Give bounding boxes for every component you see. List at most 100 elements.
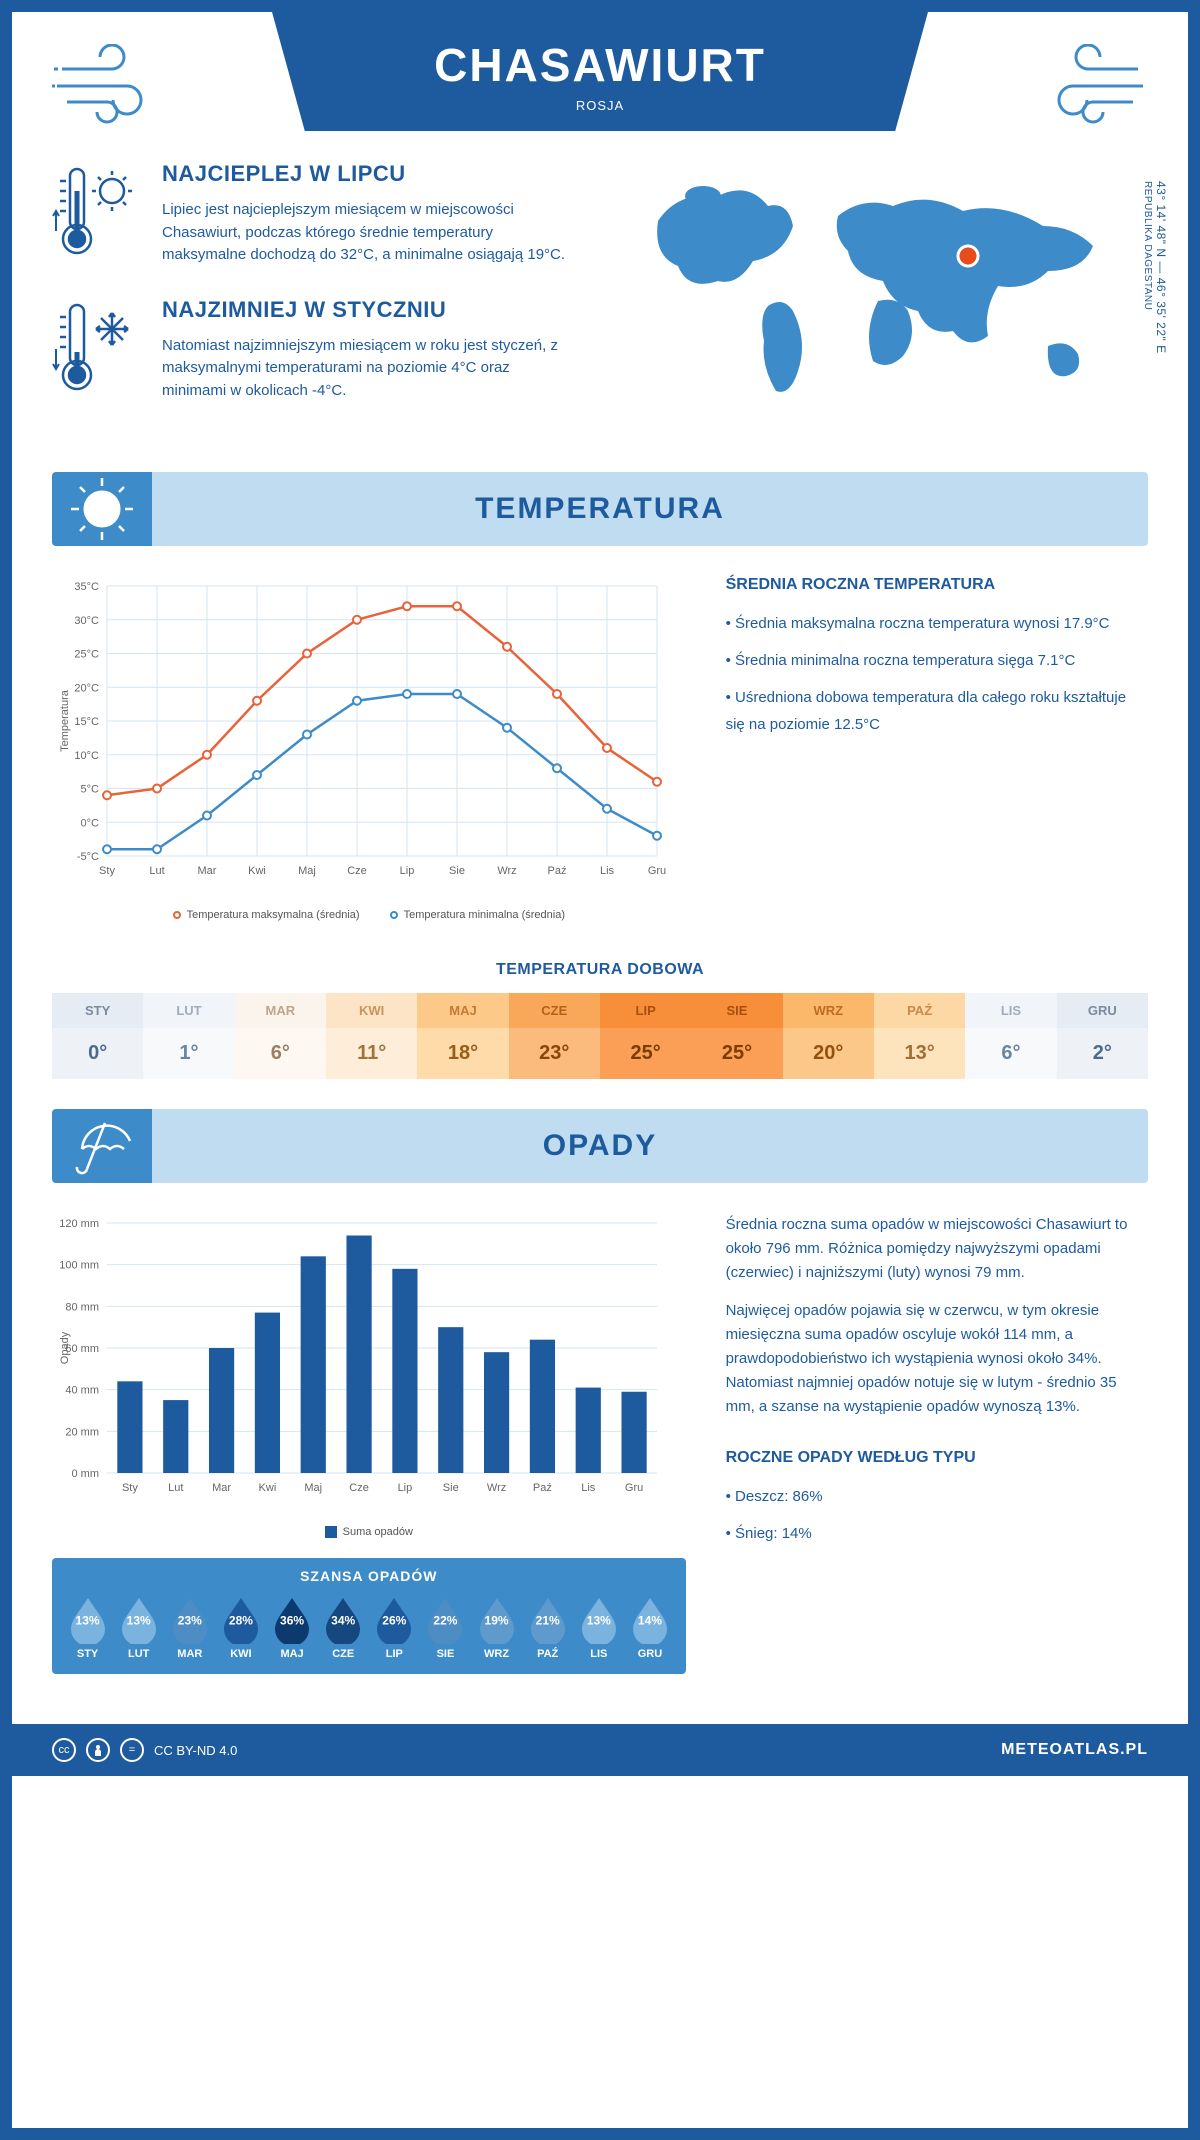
precip-type-item: • Śnieg: 14% xyxy=(726,1520,1148,1547)
coords-text: 43° 14' 48" N — 46° 35' 22" E REPUBLIKA … xyxy=(1140,181,1168,354)
svg-text:30°C: 30°C xyxy=(74,615,99,627)
chance-drop: 36% MAJ xyxy=(271,1594,313,1660)
chance-drop: 19% WRZ xyxy=(476,1594,518,1660)
svg-text:Maj: Maj xyxy=(298,865,316,877)
svg-text:5°C: 5°C xyxy=(81,784,100,796)
precip-chance-panel: SZANSA OPADÓW 13% STY 13% LUT 23% xyxy=(52,1558,686,1674)
umbrella-icon xyxy=(52,1109,152,1183)
world-map: 43° 14' 48" N — 46° 35' 22" E REPUBLIKA … xyxy=(628,161,1148,432)
svg-text:Mar: Mar xyxy=(212,1482,231,1494)
temp-stats-list: • Średnia maksymalna roczna temperatura … xyxy=(726,610,1148,738)
hot-month-block: NAJCIEPLEJ W LIPCU Lipiec jest najcieple… xyxy=(52,161,568,267)
precip-type-title: ROCZNE OPADY WEDŁUG TYPU xyxy=(726,1449,1148,1467)
svg-text:0 mm: 0 mm xyxy=(72,1468,100,1480)
daily-temp-cell: CZE23° xyxy=(509,993,600,1079)
chance-drop: 34% CZE xyxy=(322,1594,364,1660)
thermometer-snow-icon xyxy=(52,297,142,403)
precipitation-title: OPADY xyxy=(52,1129,1148,1163)
svg-text:-5°C: -5°C xyxy=(77,851,99,863)
svg-text:Paź: Paź xyxy=(548,865,567,877)
precip-para2: Najwięcej opadów pojawia się w czerwcu, … xyxy=(726,1299,1148,1419)
svg-text:Paź: Paź xyxy=(533,1482,552,1494)
temp-chart-legend: Temperatura maksymalna (średnia) Tempera… xyxy=(52,909,686,921)
svg-text:Cze: Cze xyxy=(347,865,367,877)
svg-text:Gru: Gru xyxy=(625,1482,643,1494)
precipitation-bar-chart: 0 mm20 mm40 mm60 mm80 mm100 mm120 mmStyL… xyxy=(52,1213,672,1513)
country-label: ROSJA xyxy=(272,98,928,113)
daily-temp-cell: MAJ18° xyxy=(417,993,508,1079)
svg-text:100 mm: 100 mm xyxy=(59,1260,99,1272)
svg-text:Kwi: Kwi xyxy=(248,865,266,877)
svg-text:Temperatura: Temperatura xyxy=(59,689,71,752)
thermometer-sun-icon xyxy=(52,161,142,267)
nd-icon: = xyxy=(120,1738,144,1762)
precip-type-item: • Deszcz: 86% xyxy=(726,1483,1148,1510)
daily-temp-cell: STY0° xyxy=(52,993,143,1079)
svg-text:20 mm: 20 mm xyxy=(65,1426,99,1438)
svg-text:15°C: 15°C xyxy=(74,716,99,728)
svg-text:Mar: Mar xyxy=(198,865,217,877)
svg-text:Lip: Lip xyxy=(400,865,415,877)
svg-text:0°C: 0°C xyxy=(81,817,100,829)
daily-temp-cell: LIP25° xyxy=(600,993,691,1079)
precip-para1: Średnia roczna suma opadów w miejscowośc… xyxy=(726,1213,1148,1285)
svg-text:25°C: 25°C xyxy=(74,649,99,661)
svg-text:Kwi: Kwi xyxy=(259,1482,277,1494)
daily-temp-cell: PAŹ13° xyxy=(874,993,965,1079)
svg-text:Lip: Lip xyxy=(398,1482,413,1494)
svg-text:Sty: Sty xyxy=(99,865,115,877)
temp-stat-bullet: • Średnia minimalna roczna temperatura s… xyxy=(726,647,1148,674)
by-icon xyxy=(86,1738,110,1762)
chance-drop: 22% SIE xyxy=(424,1594,466,1660)
hot-body: Lipiec jest najcieplejszym miesiącem w m… xyxy=(162,199,568,267)
temp-stats-title: ŚREDNIA ROCZNA TEMPERATURA xyxy=(726,576,1148,594)
temp-stat-bullet: • Średnia maksymalna roczna temperatura … xyxy=(726,610,1148,637)
precip-chart-legend: Suma opadów xyxy=(52,1526,686,1538)
cold-body: Natomiast najzimniejszym miesiącem w rok… xyxy=(162,335,568,403)
daily-temp-cell: WRZ20° xyxy=(783,993,874,1079)
daily-temp-cell: LIS6° xyxy=(965,993,1056,1079)
svg-text:Wrz: Wrz xyxy=(487,1482,506,1494)
license-text: CC BY-ND 4.0 xyxy=(154,1743,237,1758)
svg-text:120 mm: 120 mm xyxy=(59,1218,99,1230)
svg-text:Lis: Lis xyxy=(600,865,615,877)
cold-month-block: NAJZIMNIEJ W STYCZNIU Natomiast najzimni… xyxy=(52,297,568,403)
chance-drop: 23% MAR xyxy=(169,1594,211,1660)
daily-temp-cell: MAR6° xyxy=(235,993,326,1079)
svg-text:Sty: Sty xyxy=(122,1482,138,1494)
cc-icon: cc xyxy=(52,1738,76,1762)
svg-text:20°C: 20°C xyxy=(74,682,99,694)
wind-deco-right xyxy=(1028,44,1148,129)
svg-text:Gru: Gru xyxy=(648,865,666,877)
svg-text:Sie: Sie xyxy=(449,865,465,877)
city-title: CHASAWIURT xyxy=(272,38,928,92)
header-banner: CHASAWIURT ROSJA xyxy=(272,12,928,131)
svg-text:Maj: Maj xyxy=(304,1482,322,1494)
precip-type-list: • Deszcz: 86% • Śnieg: 14% xyxy=(726,1483,1148,1547)
chance-drop: 21% PAŹ xyxy=(527,1594,569,1660)
wind-deco-left xyxy=(52,44,172,129)
temperature-title: TEMPERATURA xyxy=(52,492,1148,526)
footer: cc = CC BY-ND 4.0 METEOATLAS.PL xyxy=(12,1724,1188,1776)
svg-text:10°C: 10°C xyxy=(74,750,99,762)
chance-drop: 26% LIP xyxy=(373,1594,415,1660)
svg-text:Lut: Lut xyxy=(168,1482,183,1494)
temp-stat-bullet: • Uśredniona dobowa temperatura dla całe… xyxy=(726,684,1148,738)
section-header-temperature: TEMPERATURA xyxy=(52,472,1148,546)
section-header-precipitation: OPADY xyxy=(52,1109,1148,1183)
chance-drop: 28% KWI xyxy=(220,1594,262,1660)
svg-text:Opady: Opady xyxy=(59,1331,71,1364)
chance-drop: 13% LUT xyxy=(118,1594,160,1660)
sun-icon xyxy=(52,472,152,546)
svg-text:Cze: Cze xyxy=(349,1482,369,1494)
daily-temp-title: TEMPERATURA DOBOWA xyxy=(12,961,1188,979)
daily-temp-cell: GRU2° xyxy=(1057,993,1148,1079)
svg-text:Sie: Sie xyxy=(443,1482,459,1494)
svg-text:Wrz: Wrz xyxy=(497,865,516,877)
svg-text:35°C: 35°C xyxy=(74,581,99,593)
chance-drop: 13% STY xyxy=(67,1594,109,1660)
hot-title: NAJCIEPLEJ W LIPCU xyxy=(162,161,568,187)
chance-drop: 13% LIS xyxy=(578,1594,620,1660)
daily-temp-cell: KWI11° xyxy=(326,993,417,1079)
chance-title: SZANSA OPADÓW xyxy=(62,1568,676,1584)
